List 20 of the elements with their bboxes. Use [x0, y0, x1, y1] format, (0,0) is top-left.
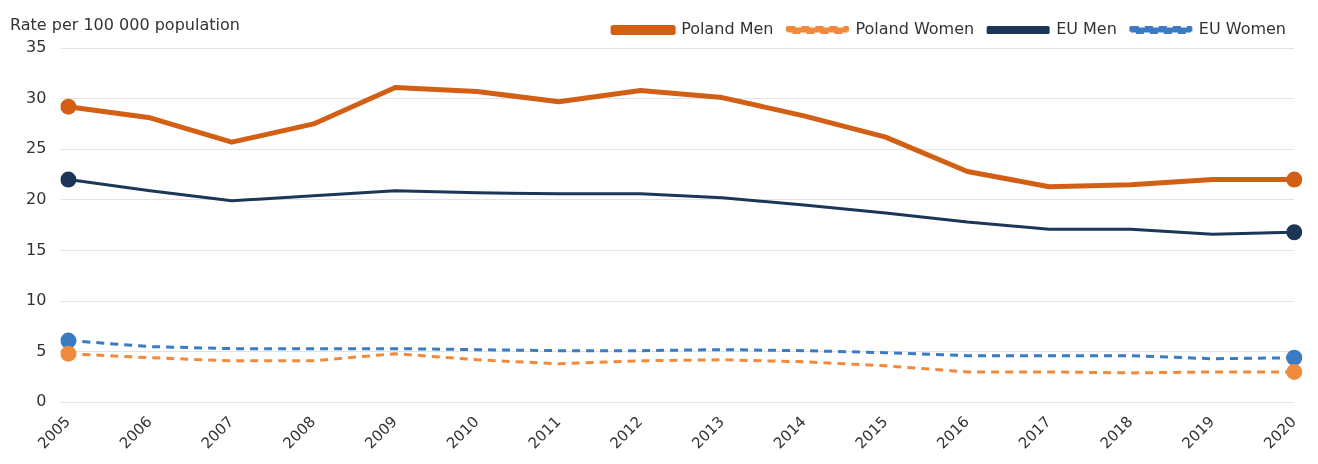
y-axis-title: Rate per 100 000 population: [10, 15, 240, 35]
y-tick-label: 0: [36, 391, 47, 411]
y-tick-label: 10: [26, 290, 47, 310]
y-tick-label: 20: [26, 188, 47, 208]
legend-label: EU Men: [1056, 19, 1117, 39]
y-tick-label: 25: [26, 138, 47, 158]
point: [1286, 171, 1303, 188]
point: [1286, 224, 1303, 241]
point: [60, 345, 77, 362]
legend-label: EU Women: [1198, 19, 1287, 39]
point: [1286, 363, 1303, 380]
point: [60, 171, 77, 188]
legend-label: Poland Men: [681, 19, 774, 39]
y-tick-label: 35: [26, 37, 47, 57]
legend-label: Poland Women: [855, 19, 975, 39]
point: [60, 98, 77, 115]
y-tick-label: 30: [26, 87, 47, 107]
y-tick-label: 5: [36, 340, 47, 360]
y-tick-label: 15: [26, 239, 47, 259]
point: [1286, 349, 1303, 366]
